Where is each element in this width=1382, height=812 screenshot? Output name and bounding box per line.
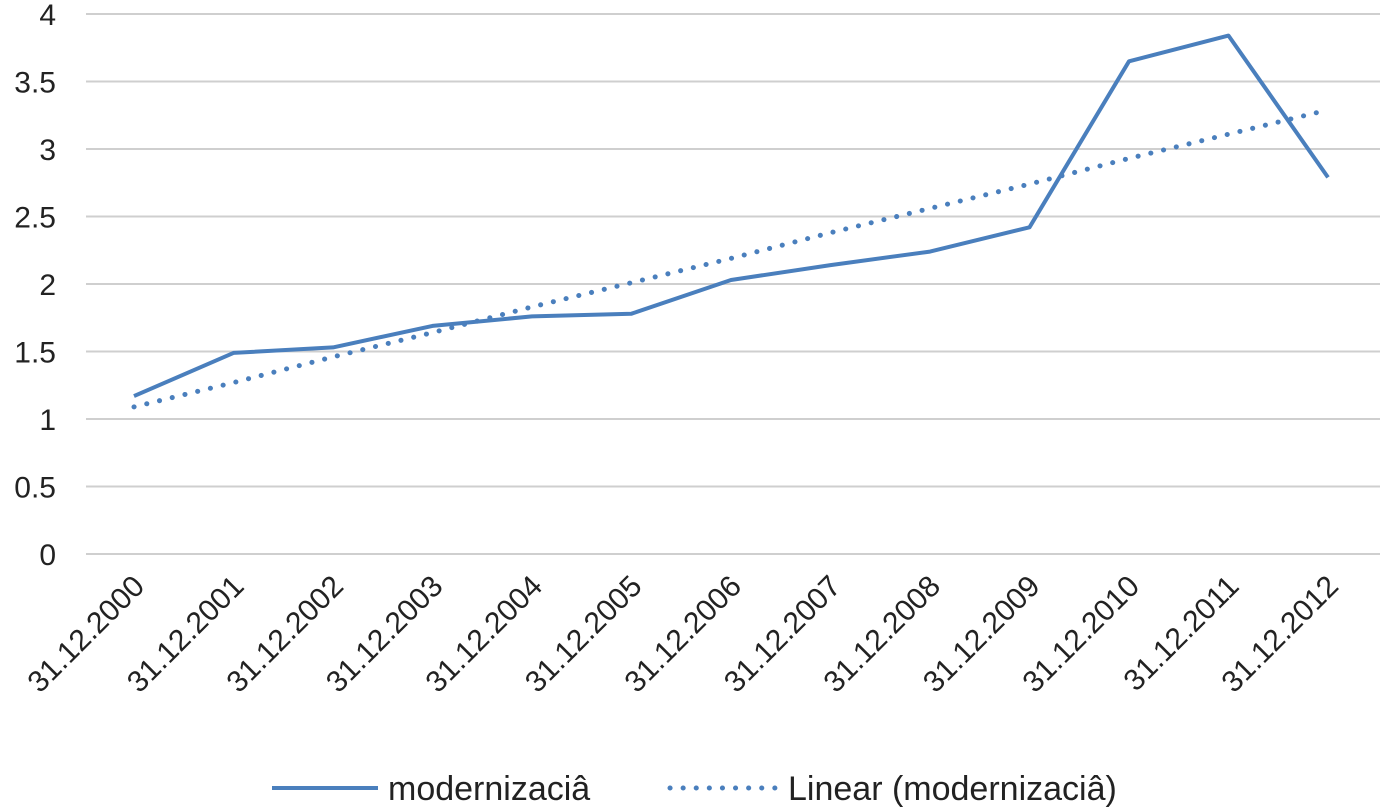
gridlines [86,13,1380,555]
y-tick-label: 2 [39,269,56,302]
legend: modernizaciâ Linear (modernizaciâ) [272,770,1117,808]
series-line-1 [131,107,1331,410]
series-lines [131,33,1331,410]
y-tick-label: 3.5 [14,67,56,100]
y-axis-ticks: 0 0.5 1 1.5 2 2.5 3 3.5 4 [14,0,56,572]
legend-label-modernizacia: modernizaciâ [388,770,590,808]
series-line-0 [133,33,1330,398]
y-tick-label: 0 [39,539,56,572]
legend-label-linear: Linear (modernizaciâ) [788,770,1117,808]
y-tick-label: 4 [39,0,56,32]
y-tick-label: 1.5 [14,337,56,370]
y-tick-label: 1 [39,404,56,437]
y-tick-label: 2.5 [14,202,56,235]
x-axis-ticks: 31.12.200031.12.200131.12.200231.12.2003… [21,570,1345,700]
y-tick-label: 3 [39,134,56,167]
y-tick-label: 0.5 [14,472,56,505]
